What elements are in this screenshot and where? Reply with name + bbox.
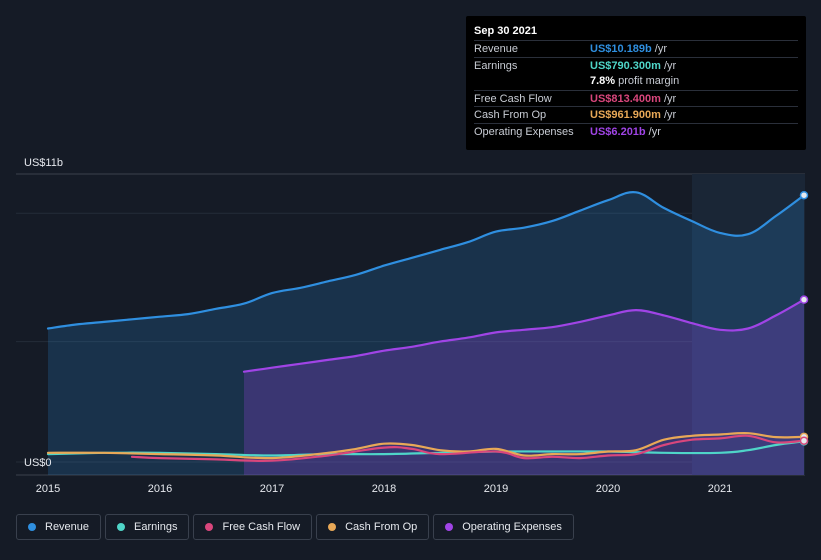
x-tick-label: 2016 <box>148 483 172 495</box>
x-tick-label: 2015 <box>36 483 60 495</box>
legend-dot-icon <box>117 523 126 531</box>
line-cfo <box>46 431 806 460</box>
tooltip-row-unit: /yr <box>663 92 677 105</box>
tooltip-row-unit: profit margin <box>618 75 680 87</box>
series-lines <box>46 191 806 462</box>
tooltip-row: Cash From Op US$961.900m/yr <box>474 106 798 123</box>
tooltip-row-value: US$10.189b <box>590 43 652 55</box>
x-tick-label: 2019 <box>484 483 508 495</box>
tooltip-row-value: 7.8% <box>590 75 616 87</box>
tooltip-row-value: US$790.300m <box>590 59 661 72</box>
end-marker-fcf <box>799 436 809 445</box>
forecast-shade <box>692 174 805 475</box>
legend-label: Revenue <box>45 521 90 533</box>
tooltip-row: Free Cash Flow US$813.400m/yr <box>474 89 798 107</box>
tooltip-row-label <box>474 73 590 90</box>
area-opex <box>244 299 804 475</box>
tooltip-row: Revenue US$10.189b/yr <box>474 40 798 57</box>
forecast-region <box>692 174 805 475</box>
legend-item-earnings[interactable]: Earnings <box>105 514 190 540</box>
x-tick-label: 2021 <box>708 483 732 495</box>
tooltip-row: 7.8% profit margin <box>474 73 798 90</box>
legend-item-revenue[interactable]: Revenue <box>16 514 102 540</box>
x-tick-label: 2018 <box>372 483 396 495</box>
tooltip-row-value: US$813.400m <box>590 92 661 105</box>
legend-dot-icon <box>445 523 454 531</box>
legend-dot-icon <box>205 523 214 531</box>
tooltip-row-label: Cash From Op <box>474 109 547 121</box>
y-axis-bottom-label: US$0 <box>24 457 52 469</box>
tooltip-row-label: Operating Expenses <box>474 125 574 138</box>
series-areas <box>48 192 804 475</box>
tooltip-panel: Sep 30 2021 Revenue US$10.189b/yr Earnings… <box>466 16 806 150</box>
tooltip-row-unit: /yr <box>663 109 677 121</box>
x-tick-label: 2020 <box>596 483 620 495</box>
line-opex <box>242 298 806 373</box>
tooltip-row-value: US$6.201b <box>590 125 646 138</box>
legend-item-operating-expenses[interactable]: Operating Expenses <box>433 514 574 540</box>
end-marker-revenue <box>799 190 809 200</box>
series-end-markers <box>799 190 809 446</box>
tooltip-row: Operating Expenses US$6.201b/yr <box>474 122 798 140</box>
tooltip-row-value: US$961.900m <box>590 109 661 121</box>
tooltip-row-unit: /yr <box>663 59 677 72</box>
tooltip-row-unit: /yr <box>648 125 661 138</box>
x-tick-label: 2017 <box>260 483 284 495</box>
tooltip-row-label: Revenue <box>474 43 519 55</box>
legend-dot-icon <box>328 523 337 531</box>
tooltip-rows: Revenue US$10.189b/yr Earnings US$790.300m /… <box>474 40 798 139</box>
legend-item-cash-from-op[interactable]: Cash From Op <box>316 514 430 540</box>
tooltip-row: Earnings US$790.300m/yr <box>474 56 798 74</box>
area-revenue <box>48 192 804 475</box>
tooltip-row-label: Free Cash Flow <box>474 92 552 105</box>
tooltip-row-unit: /yr <box>654 43 667 55</box>
x-axis-ticks: 2015 2016 2017 2018 2019 2020 2021 <box>36 483 732 495</box>
legend-label: Cash From Op <box>345 521 418 533</box>
line-fcf <box>130 434 806 462</box>
legend-label: Free Cash Flow <box>222 521 301 533</box>
legend: Revenue Earnings Free Cash Flow Cash From O… <box>16 514 574 542</box>
end-marker-opex <box>799 295 809 304</box>
legend-item-free-cash-flow[interactable]: Free Cash Flow <box>193 514 313 540</box>
legend-label: Operating Expenses <box>462 521 562 533</box>
y-axis-top-label: US$11b <box>24 157 63 169</box>
tooltip-row-label: Earnings <box>474 59 518 72</box>
legend-dot-icon <box>28 523 36 531</box>
line-revenue <box>46 191 806 330</box>
tooltip-date: Sep 30 2021 <box>474 25 537 37</box>
legend-label: Earnings <box>134 521 178 533</box>
